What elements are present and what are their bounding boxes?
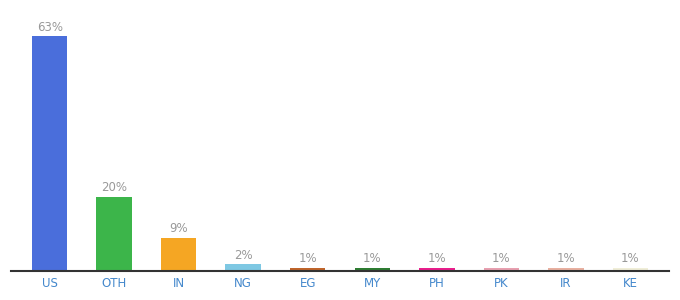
Text: 1%: 1% [299, 252, 317, 265]
Bar [419, 268, 454, 271]
Bar [483, 268, 519, 271]
Bar [354, 268, 390, 271]
Text: 2%: 2% [234, 249, 252, 262]
Text: 63%: 63% [37, 21, 63, 34]
Text: 1%: 1% [428, 252, 446, 265]
Bar [32, 36, 67, 271]
Text: 1%: 1% [556, 252, 575, 265]
Bar [548, 268, 583, 271]
Text: 1%: 1% [621, 252, 640, 265]
Text: 20%: 20% [101, 182, 127, 194]
Bar [290, 268, 326, 271]
Text: 9%: 9% [169, 223, 188, 236]
Bar [97, 197, 132, 271]
Bar [226, 264, 261, 271]
Bar [161, 238, 197, 271]
Text: 1%: 1% [492, 252, 511, 265]
Text: 1%: 1% [363, 252, 381, 265]
Bar [613, 268, 648, 271]
